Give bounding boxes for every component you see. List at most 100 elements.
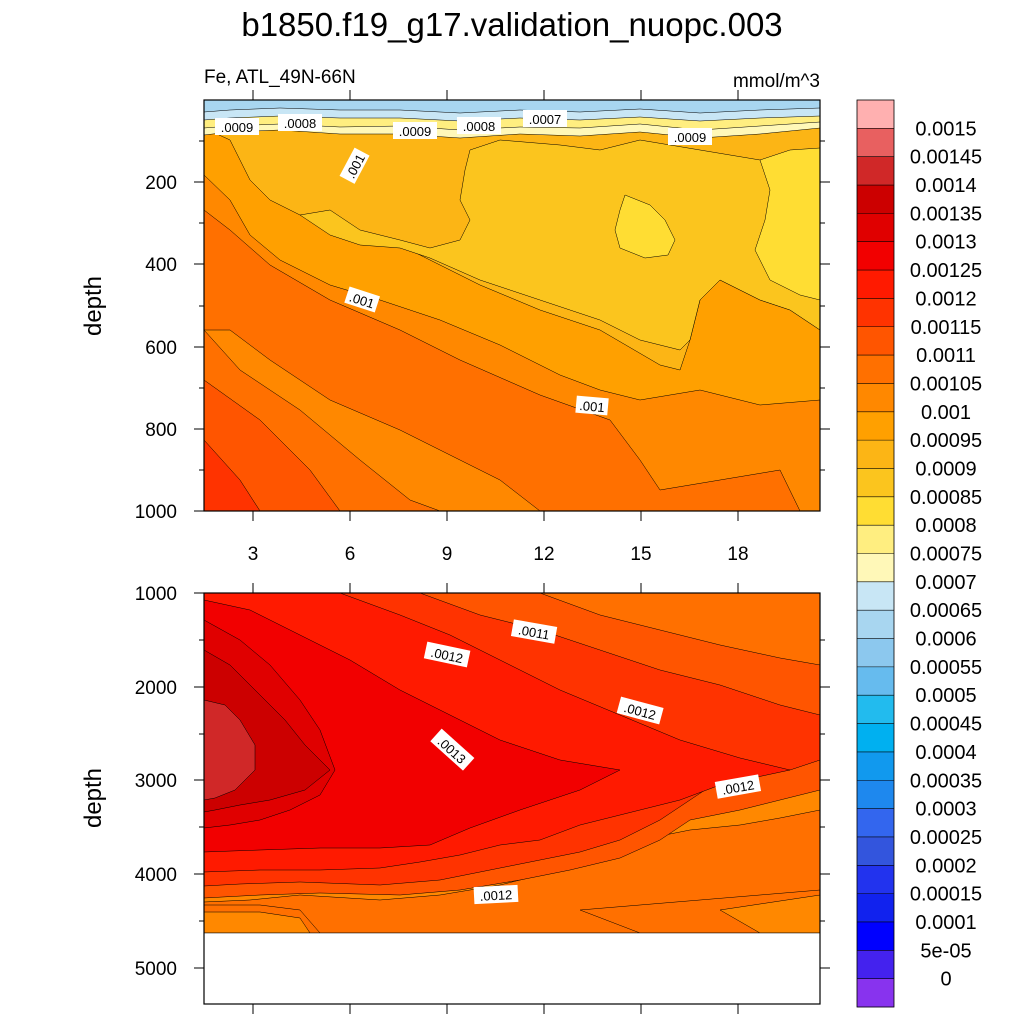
- contour-label: .0007: [529, 112, 562, 127]
- y-tick-label: 4000: [135, 865, 177, 886]
- contour-label: .0012: [429, 645, 464, 666]
- lower-panel-frame: [203, 592, 821, 1005]
- colorbar-label: 0: [940, 969, 951, 991]
- lower-panel-plot: [204, 593, 820, 1004]
- colorbar-swatch: [857, 326, 894, 356]
- colorbar-swatch: [857, 270, 894, 299]
- colorbar-swatch: [857, 383, 894, 413]
- colorbar-label: 0.0001: [915, 912, 976, 934]
- colorbar-label: 0.00045: [910, 714, 982, 736]
- colorbar: 0.0015 0.00145 0.0014 0.00135 0.0013 0.00125 0…: [856, 99, 982, 1008]
- colorbar-swatch: [857, 525, 894, 554]
- upper-axes: [194, 90, 830, 521]
- y-tick-label: 2000: [135, 678, 177, 699]
- contour-label: .0009: [221, 120, 254, 135]
- colorbar-swatch: [857, 921, 894, 951]
- colorbar-label: 0.0012: [915, 288, 976, 310]
- x-tick-label: 3: [248, 544, 259, 565]
- x-tick-label: 12: [533, 544, 554, 565]
- colorbar-swatch: [857, 723, 894, 753]
- no-data-region: [204, 933, 820, 1004]
- fill-0008-bubble: [614, 194, 676, 259]
- contour-label: .0012: [479, 887, 512, 904]
- colorbar-label: 0.00095: [910, 430, 982, 452]
- colorbar-swatch: [857, 865, 894, 894]
- colorbar-swatch: [857, 950, 894, 979]
- x-tick-label: 9: [442, 544, 453, 565]
- upper-y-tick-labels: 200 400 600 800 1000: [135, 173, 177, 523]
- fill-00105-bottom-right-2: [719, 894, 820, 934]
- colorbar-label: 0.0003: [915, 799, 976, 821]
- y-tick-label: 1000: [135, 502, 177, 523]
- colorbar-label: 0.0014: [915, 175, 976, 197]
- colorbar-label: 0.0009: [915, 458, 976, 480]
- x-tick-label: 15: [630, 544, 651, 565]
- colorbar-swatch: [857, 156, 894, 186]
- x-tick-label: 6: [345, 544, 356, 565]
- colorbar-label: 0.001: [921, 402, 971, 424]
- contour-label: .001: [347, 289, 376, 311]
- colorbar-swatch: [857, 213, 894, 243]
- colorbar-label: 0.00055: [910, 657, 982, 679]
- y-tick-label: 400: [145, 255, 177, 276]
- colorbar-label: 5e-05: [920, 940, 971, 962]
- colorbar-swatch: [857, 411, 894, 441]
- colorbar-label: 0.0006: [915, 629, 976, 651]
- fill-00145-lower: [204, 699, 256, 801]
- variable-label: Fe, ATL_49N-66N: [204, 67, 356, 88]
- colorbar-swatch: [857, 496, 894, 526]
- colorbar-swatch: [857, 440, 894, 469]
- upper-y-axis-label: depth: [80, 276, 107, 336]
- figure-title: b1850.f19_g17.validation_nuopc.003: [241, 6, 782, 43]
- colorbar-label: 0.0002: [915, 855, 976, 877]
- colorbar-label: 0.00015: [910, 884, 982, 906]
- colorbar-swatch: [857, 100, 894, 129]
- colorbar-swatch: [857, 581, 894, 611]
- colorbar-label: 0.00025: [910, 827, 982, 849]
- colorbar-swatch: [857, 185, 894, 214]
- colorbar-swatch: [857, 553, 894, 583]
- colorbar-swatch: [857, 638, 894, 668]
- contour-label: .0009: [674, 130, 707, 145]
- colorbar-swatch: [857, 610, 894, 639]
- colorbar-swatch: [857, 695, 894, 724]
- y-tick-label: 3000: [135, 771, 177, 792]
- y-tick-label: 1000: [135, 584, 177, 605]
- contour-label: .0009: [399, 124, 432, 139]
- fill-00065-surface: [204, 100, 820, 114]
- colorbar-label: 0.0011: [916, 345, 976, 367]
- contour-label: .0011: [517, 622, 551, 642]
- lower-axes: [194, 583, 830, 1014]
- y-tick-label: 800: [145, 420, 177, 441]
- colorbar-label: 0.0013: [915, 232, 976, 254]
- fill-0008-right: [754, 147, 820, 301]
- colorbar-swatch: [857, 298, 894, 328]
- fill-00105-bottom: [204, 911, 311, 934]
- colorbar-label: 0.00115: [911, 317, 982, 339]
- contour-label: .001: [579, 398, 606, 415]
- colorbar-label: 0.0005: [915, 685, 976, 707]
- colorbar-swatch: [857, 241, 894, 271]
- contour-label: .0008: [284, 116, 317, 131]
- colorbar-label: 0.0004: [915, 742, 976, 764]
- colorbar-label: 0.00105: [910, 373, 982, 395]
- contour-label: .0008: [463, 119, 496, 134]
- fill-00115: [204, 439, 261, 511]
- upper-panel-plot: [204, 100, 820, 511]
- lower-y-axis-label: depth: [80, 768, 107, 828]
- colorbar-label: 0.0015: [915, 118, 976, 140]
- colorbar-swatch: [857, 893, 894, 923]
- colorbar-swatch: [857, 666, 894, 696]
- colorbar-label: 0.00065: [910, 600, 982, 622]
- colorbar-label: 0.0008: [915, 515, 976, 537]
- colorbar-label: 0.00125: [910, 260, 982, 282]
- colorbar-swatch: [857, 468, 894, 498]
- colorbar-swatch: [857, 355, 894, 384]
- colorbar-swatch: [857, 836, 894, 866]
- colorbar-label: 0.00135: [910, 203, 982, 225]
- colorbar-swatch: [857, 128, 894, 157]
- lower-y-tick-labels: 1000 2000 3000 4000 5000: [135, 584, 177, 980]
- upper-contour-labels: .0009 .0008 .0009 .0008 .0007 .0009 .001…: [215, 110, 712, 416]
- colorbar-label: 0.00075: [910, 544, 982, 566]
